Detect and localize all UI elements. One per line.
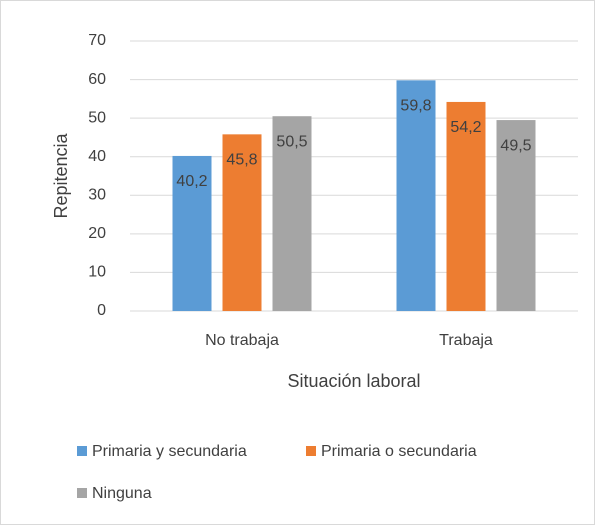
data-label: 40,2: [176, 173, 207, 190]
legend-label: Primaria y secundaria: [92, 443, 247, 460]
legend-label: Ninguna: [92, 485, 152, 502]
x-tick-label: No trabaja: [205, 332, 279, 349]
bar: [446, 101, 486, 311]
y-tick-label: 10: [88, 264, 106, 281]
bar: [396, 80, 436, 311]
x-tick-label: Trabaja: [439, 332, 493, 349]
legend-swatch: [77, 446, 87, 456]
legend-swatch: [306, 446, 316, 456]
y-tick-label: 40: [88, 148, 106, 165]
legend-swatch: [77, 488, 87, 498]
y-tick-label: 50: [88, 109, 106, 126]
data-label: 49,5: [500, 137, 531, 154]
y-axis-title: Repitencia: [51, 132, 71, 218]
bar: [496, 120, 536, 311]
data-label: 59,8: [400, 98, 431, 115]
data-label: 45,8: [226, 152, 257, 169]
y-tick-label: 60: [88, 71, 106, 88]
legend-label: Primaria o secundaria: [321, 443, 477, 460]
y-tick-label: 20: [88, 225, 106, 242]
y-tick-label: 70: [88, 32, 106, 49]
x-axis-title: Situación laboral: [287, 371, 420, 391]
bar: [172, 155, 212, 311]
y-tick-label: 30: [88, 187, 106, 204]
bar: [222, 134, 262, 311]
data-label: 50,5: [276, 133, 307, 150]
data-label: 54,2: [450, 119, 481, 136]
bar: [272, 116, 312, 311]
y-tick-label: 0: [97, 302, 106, 319]
